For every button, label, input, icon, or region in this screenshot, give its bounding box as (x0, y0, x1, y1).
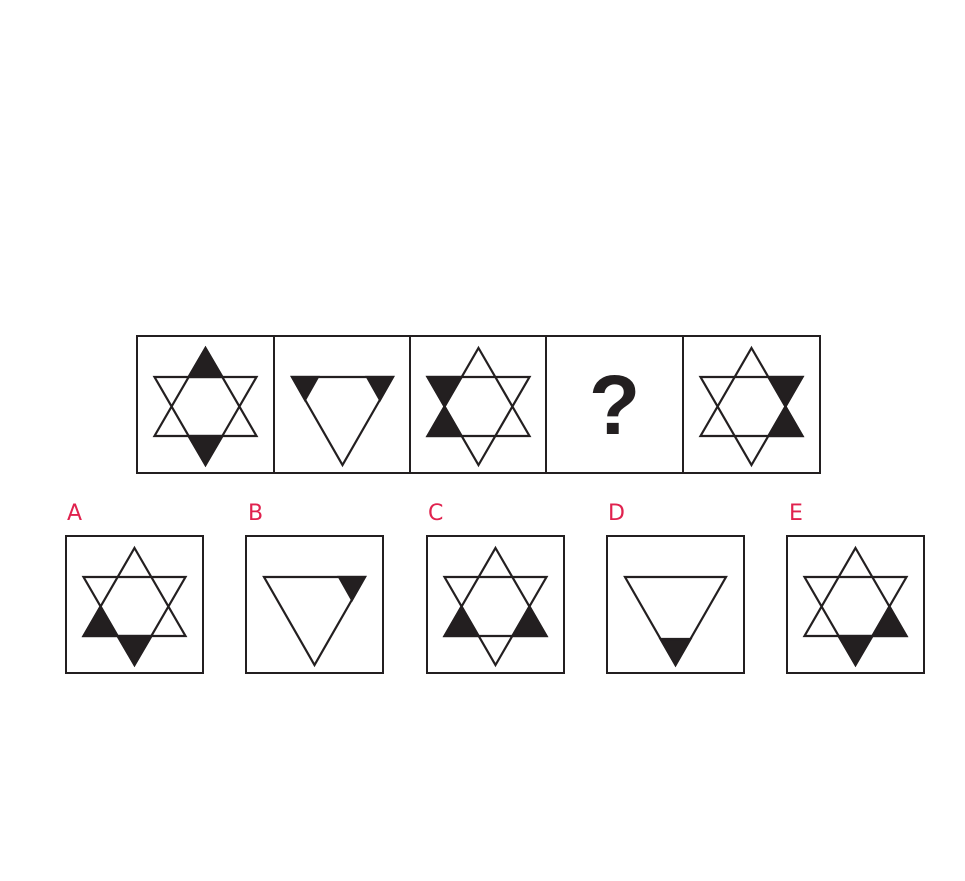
filled-point-lower-left (442, 604, 481, 638)
filled-point-top (186, 345, 225, 379)
filled-point-lower-right (870, 604, 909, 638)
triangle-figure (290, 375, 395, 468)
filled-corner-top-right (337, 575, 367, 603)
option-d[interactable] (606, 535, 745, 674)
star-down-triangle (698, 375, 805, 468)
star-figure (425, 345, 532, 468)
star-down-triangle (425, 375, 532, 468)
option-a[interactable] (65, 535, 204, 674)
filled-point-bottom (186, 434, 225, 468)
triangle-figure (262, 575, 367, 668)
star-down-triangle (81, 575, 188, 668)
triangle-figure (623, 575, 728, 668)
filled-point-upper-right (766, 375, 805, 409)
sequence-cell-1 (136, 335, 275, 474)
star-figure (442, 545, 549, 668)
down-triangle-outline (262, 575, 367, 668)
filled-point-lower-right (766, 404, 805, 438)
question-mark: ? (588, 357, 641, 452)
sequence-cell-5 (682, 335, 821, 474)
filled-point-upper-left (425, 375, 464, 409)
star-figure (152, 345, 259, 468)
star-up-triangle (81, 545, 188, 638)
option-e[interactable] (786, 535, 925, 674)
sequence-cell-3 (409, 335, 548, 474)
option-a-label: A (67, 501, 83, 526)
filled-corner-top-left (290, 375, 320, 403)
filled-point-lower-left (425, 404, 464, 438)
filled-point-lower-left (81, 604, 120, 638)
sequence-cell-2 (273, 335, 412, 474)
filled-point-bottom (836, 634, 875, 668)
star-up-triangle (698, 345, 805, 438)
filled-corner-top-right (365, 375, 395, 403)
star-down-triangle (152, 375, 259, 468)
star-down-triangle (442, 575, 549, 668)
star-up-triangle (802, 545, 909, 638)
star-up-triangle (425, 345, 532, 438)
star-up-triangle (442, 545, 549, 638)
option-d-label: D (608, 501, 625, 526)
option-e-label: E (789, 501, 803, 526)
star-up-triangle (152, 345, 259, 438)
option-b-label: B (248, 501, 264, 526)
star-figure (81, 545, 188, 668)
filled-corner-bottom (658, 637, 693, 668)
star-figure (698, 345, 805, 468)
down-triangle-outline (290, 375, 395, 468)
sequence-cell-4: ? (545, 335, 684, 474)
option-c[interactable] (426, 535, 565, 674)
filled-point-lower-right (510, 604, 549, 638)
option-b[interactable] (245, 535, 384, 674)
star-down-triangle (802, 575, 909, 668)
option-c-label: C (428, 501, 444, 526)
star-figure (802, 545, 909, 668)
down-triangle-outline (623, 575, 728, 668)
filled-point-bottom (115, 634, 154, 668)
